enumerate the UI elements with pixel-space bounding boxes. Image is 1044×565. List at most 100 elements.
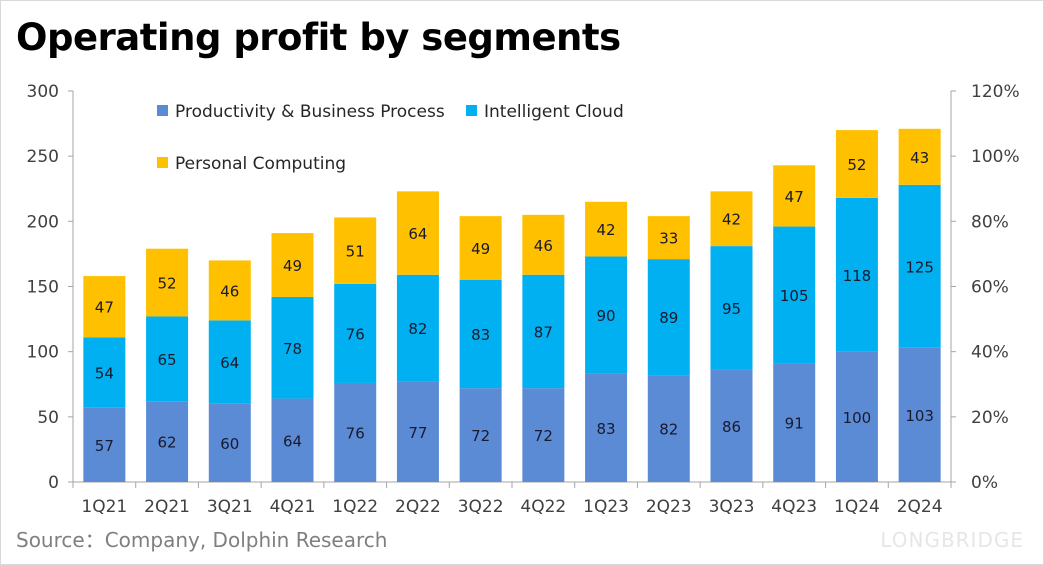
legend-swatch: [466, 105, 477, 116]
data-label: 72: [534, 427, 553, 445]
data-label: 76: [346, 325, 365, 343]
data-label: 51: [346, 243, 365, 261]
data-label: 72: [471, 427, 490, 445]
legend-swatch: [157, 105, 168, 116]
x-tick-label: 2Q21: [144, 497, 190, 517]
x-tick-label: 3Q23: [709, 497, 755, 517]
data-label: 91: [785, 415, 804, 433]
bar-personal-computing: [334, 217, 377, 284]
data-label: 64: [408, 225, 427, 243]
data-label: 42: [722, 211, 741, 229]
data-label: 57: [95, 437, 114, 455]
data-label: 62: [158, 434, 177, 452]
x-tick-label: 1Q21: [81, 497, 127, 517]
data-label: 87: [534, 323, 553, 341]
data-label: 47: [95, 299, 114, 317]
y-tick-label: 50: [37, 408, 59, 428]
y-tick-label: 200: [27, 212, 59, 232]
data-label: 33: [659, 230, 678, 248]
bar-personal-computing: [710, 191, 753, 247]
bar-intelligent-cloud: [898, 184, 941, 348]
data-label: 82: [659, 421, 678, 439]
x-tick-label: 1Q23: [583, 497, 629, 517]
bar-intelligent-cloud: [83, 337, 126, 408]
legend-label: Personal Computing: [175, 154, 346, 174]
x-tick-label: 4Q22: [520, 497, 566, 517]
data-label: 43: [910, 149, 929, 167]
data-label: 105: [780, 287, 809, 305]
data-label: 89: [659, 309, 678, 327]
data-label: 125: [905, 258, 934, 276]
data-label: 83: [597, 420, 616, 438]
bar-productivity-business-process: [835, 351, 878, 482]
bar-personal-computing: [396, 191, 439, 275]
data-label: 90: [597, 307, 616, 325]
bar-intelligent-cloud: [459, 279, 502, 389]
data-label: 46: [534, 237, 553, 255]
y2-tick-label: 120%: [971, 82, 1020, 102]
data-label: 103: [905, 407, 934, 425]
data-label: 46: [220, 282, 239, 300]
bar-intelligent-cloud: [647, 259, 690, 376]
bar-productivity-business-process: [898, 347, 941, 482]
x-tick-label: 1Q22: [332, 497, 378, 517]
y2-tick-label: 100%: [971, 147, 1020, 167]
data-label: 86: [722, 418, 741, 436]
bar-personal-computing: [459, 216, 502, 280]
bar-intelligent-cloud: [773, 226, 816, 364]
data-label: 52: [847, 156, 866, 174]
data-label: 52: [158, 275, 177, 293]
y-tick-label: 0: [48, 473, 59, 493]
data-label: 54: [95, 365, 114, 383]
y-tick-label: 300: [27, 82, 59, 102]
bar-intelligent-cloud: [585, 256, 628, 374]
bar-productivity-business-process: [208, 403, 251, 482]
watermark: LONGBRIDGE: [880, 528, 1024, 552]
x-tick-label: 3Q21: [207, 497, 253, 517]
bar-personal-computing: [208, 260, 251, 321]
data-label: 64: [283, 432, 302, 450]
data-label: 77: [408, 424, 427, 442]
data-label: 65: [158, 351, 177, 369]
bar-intelligent-cloud: [522, 274, 565, 389]
data-label: 76: [346, 424, 365, 442]
data-label: 118: [843, 267, 872, 285]
bar-productivity-business-process: [647, 375, 690, 482]
bar-intelligent-cloud: [146, 316, 189, 402]
data-label: 78: [283, 340, 302, 358]
data-label: 83: [471, 326, 490, 344]
x-tick-label: 1Q24: [834, 497, 880, 517]
x-tick-label: 4Q21: [270, 497, 316, 517]
bar-intelligent-cloud: [334, 283, 377, 383]
bar-personal-computing: [271, 233, 314, 297]
data-label: 49: [283, 257, 302, 275]
bar-intelligent-cloud: [271, 296, 314, 399]
bar-intelligent-cloud: [710, 246, 753, 370]
source-note: Source：Company, Dolphin Research: [16, 528, 388, 552]
legend-label: Intelligent Cloud: [484, 102, 624, 122]
x-tick-label: 4Q23: [771, 497, 817, 517]
x-tick-label: 3Q22: [458, 497, 504, 517]
bar-personal-computing: [585, 201, 628, 257]
data-label: 60: [220, 435, 239, 453]
bar-productivity-business-process: [146, 401, 189, 482]
bar-productivity-business-process: [710, 369, 753, 482]
bar-productivity-business-process: [334, 382, 377, 482]
legend-label: Productivity & Business Process: [175, 102, 445, 122]
data-label: 42: [597, 221, 616, 239]
y-tick-label: 250: [27, 147, 59, 167]
bar-personal-computing: [522, 214, 565, 275]
bar-personal-computing: [898, 128, 941, 185]
bar-productivity-business-process: [396, 381, 439, 482]
bar-personal-computing: [647, 216, 690, 260]
bar-productivity-business-process: [585, 373, 628, 482]
data-label: 100: [843, 409, 872, 427]
bar-productivity-business-process: [459, 388, 502, 482]
data-label: 95: [722, 300, 741, 318]
x-tick-label: 2Q24: [897, 497, 943, 517]
data-label: 47: [785, 188, 804, 206]
x-tick-label: 2Q22: [395, 497, 441, 517]
bar-personal-computing: [146, 248, 189, 317]
bar-intelligent-cloud: [208, 320, 251, 404]
bar-productivity-business-process: [271, 398, 314, 482]
